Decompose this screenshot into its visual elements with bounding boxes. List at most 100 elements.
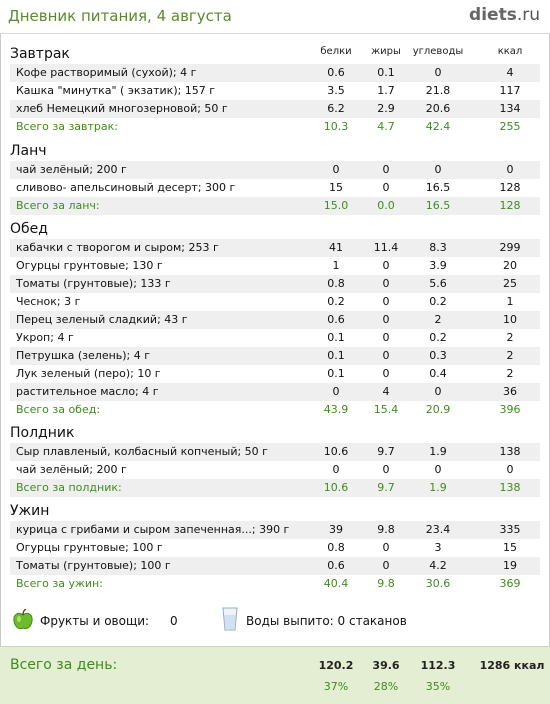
protein-value: 0.2 xyxy=(327,295,345,308)
food-row[interactable]: чай зелёный; 200 г 0 0 0 0 xyxy=(10,461,540,479)
protein-value: 0.6 xyxy=(327,313,345,326)
fat-value: 0 xyxy=(382,367,390,380)
meal-title: Ланч xyxy=(10,143,47,159)
food-name: чай зелёный; 200 г xyxy=(16,463,127,476)
carbs-value: 5.6 xyxy=(429,277,447,290)
carbs-value: 0 xyxy=(434,385,442,398)
protein-value: 15 xyxy=(329,181,343,194)
carbs-value: 4.2 xyxy=(429,559,447,572)
meal-title: Обед xyxy=(10,221,48,237)
meal-total-label: Всего за ужин: xyxy=(16,577,103,590)
protein-value: 10.6 xyxy=(323,445,349,458)
site-logo[interactable]: diets.ru xyxy=(469,5,540,25)
kcal-value: 128 xyxy=(499,181,521,194)
carbs-value: 0 xyxy=(434,463,442,476)
fat-value: 9.8 xyxy=(377,577,395,590)
carbs-value: 0.4 xyxy=(429,367,447,380)
protein-value: 39 xyxy=(329,523,343,536)
kcal-value: 19 xyxy=(503,559,517,572)
fat-value: 0 xyxy=(382,181,390,194)
carbs-value: 0.2 xyxy=(429,295,447,308)
food-row[interactable]: Сыр плавленый, колбасный копченый; 50 г 1… xyxy=(10,443,540,461)
food-row[interactable]: Чеснок; 3 г 0.2 0 0.2 1 xyxy=(10,293,540,311)
meal-title: Завтрак xyxy=(10,46,70,62)
food-row[interactable]: Перец зеленый сладкий; 43 г 0.6 0 2 10 xyxy=(10,311,540,329)
fat-value: 0 xyxy=(382,541,390,554)
column-header-protein: белки xyxy=(320,46,352,57)
food-name: Томаты (грунтовые); 133 г xyxy=(16,277,171,290)
food-row[interactable]: Томаты (грунтовые); 100 г 0.6 0 4.2 19 xyxy=(10,557,540,575)
food-row[interactable]: сливово- апельсиновый десерт; 300 г 15 0 16… xyxy=(10,179,540,197)
fat-value: 0 xyxy=(382,313,390,326)
food-row[interactable]: Огурцы грунтовые; 100 г 0.8 0 3 15 xyxy=(10,539,540,557)
food-row[interactable]: Томаты (грунтовые); 133 г 0.8 0 5.6 25 xyxy=(10,275,540,293)
column-header-carbs: углеводы xyxy=(412,46,464,57)
apple-icon xyxy=(13,609,33,630)
kcal-value: 15 xyxy=(503,541,517,554)
fat-value: 0 xyxy=(382,163,390,176)
protein-value: 40.4 xyxy=(323,577,349,590)
fat-value: 9.7 xyxy=(377,481,395,494)
food-row[interactable]: растительное масло; 4 г 0 4 0 36 xyxy=(10,383,540,401)
day-total-bar: Всего за день: 120.2 39.6 112.3 1286 кка… xyxy=(0,646,550,704)
protein-value: 10.6 xyxy=(323,481,349,494)
carbs-value: 8.3 xyxy=(429,241,447,254)
meal-total-row: Всего за ужин: 40.4 9.8 30.6 369 xyxy=(10,575,540,593)
protein-value: 6.2 xyxy=(327,102,345,115)
day-total-fat: 39.6 xyxy=(372,659,400,672)
kcal-value: 138 xyxy=(499,445,521,458)
fat-value: 1.7 xyxy=(377,84,395,97)
carbs-value: 1.9 xyxy=(429,445,447,458)
food-name: кабачки с творогом и сыром; 253 г xyxy=(16,241,219,254)
food-row[interactable]: Укроп; 4 г 0.1 0 0.2 2 xyxy=(10,329,540,347)
carbs-value: 0 xyxy=(434,163,442,176)
logo-tld: .ru xyxy=(516,5,540,25)
carbs-value: 0.3 xyxy=(429,349,447,362)
fat-value: 9.7 xyxy=(377,445,395,458)
meal-total-row: Всего за обед: 43.9 15.4 20.9 396 xyxy=(10,401,540,419)
kcal-value: 117 xyxy=(499,84,521,97)
food-row[interactable]: Кофе растворимый (сухой); 4 г 0.6 0.1 0 4 xyxy=(10,64,540,82)
carbs-value: 16.5 xyxy=(425,199,451,212)
food-name: Петрушка (зелень); 4 г xyxy=(16,349,151,362)
carbs-value: 20.9 xyxy=(425,403,451,416)
protein-value: 0.1 xyxy=(327,349,345,362)
carbs-value: 3 xyxy=(434,541,442,554)
kcal-value: 1 xyxy=(506,295,514,308)
extras-row: Фрукты и овощи: 0 Воды выпито: 0 стакано… xyxy=(10,606,540,634)
kcal-value: 36 xyxy=(503,385,517,398)
food-row[interactable]: чай зелёный; 200 г 0 0 0 0 xyxy=(10,161,540,179)
food-name: Укроп; 4 г xyxy=(16,331,74,344)
protein-value: 0 xyxy=(332,385,340,398)
fat-value: 2.9 xyxy=(377,102,395,115)
food-name: растительное масло; 4 г xyxy=(16,385,159,398)
food-row[interactable]: Лук зеленый (перо); 10 г 0.1 0 0.4 2 xyxy=(10,365,540,383)
protein-value: 0.6 xyxy=(327,66,345,79)
protein-value: 0.1 xyxy=(327,367,345,380)
food-name: Огурцы грунтовые; 130 г xyxy=(16,259,163,272)
fat-value: 0 xyxy=(382,277,390,290)
food-row[interactable]: Петрушка (зелень); 4 г 0.1 0 0.3 2 xyxy=(10,347,540,365)
food-row[interactable]: Огурцы грунтовые; 130 г 1 0 3.9 20 xyxy=(10,257,540,275)
water-label: Воды выпито: 0 стаканов xyxy=(246,614,407,628)
kcal-value: 4 xyxy=(506,66,514,79)
meal-total-row: Всего за полдник: 10.6 9.7 1.9 138 xyxy=(10,479,540,497)
meal-total-label: Всего за завтрак: xyxy=(16,120,119,133)
food-row[interactable]: кабачки с творогом и сыром; 253 г 41 11.4 8… xyxy=(10,239,540,257)
fat-value: 0 xyxy=(382,259,390,272)
day-fat-percent: 28% xyxy=(373,680,399,693)
fat-value: 4 xyxy=(382,385,390,398)
kcal-value: 369 xyxy=(499,577,521,590)
meal-total-row: Всего за ланч: 15.0 0.0 16.5 128 xyxy=(10,197,540,215)
carbs-value: 0.2 xyxy=(429,331,447,344)
protein-value: 0 xyxy=(332,163,340,176)
food-name: Огурцы грунтовые; 100 г xyxy=(16,541,163,554)
fat-value: 0 xyxy=(382,295,390,308)
food-name: курица с грибами и сыром запеченная...; … xyxy=(16,523,290,536)
food-row[interactable]: курица с грибами и сыром запеченная...; … xyxy=(10,521,540,539)
carbs-value: 20.6 xyxy=(425,102,451,115)
kcal-value: 25 xyxy=(503,277,517,290)
food-row[interactable]: хлеб Немецкий многозерновой; 50 г 6.2 2.9 2… xyxy=(10,100,540,118)
meal-total-label: Всего за полдник: xyxy=(16,481,122,494)
food-row[interactable]: Кашка "минутка" ( экзатик); 157 г 3.5 1.7 2… xyxy=(10,82,540,100)
